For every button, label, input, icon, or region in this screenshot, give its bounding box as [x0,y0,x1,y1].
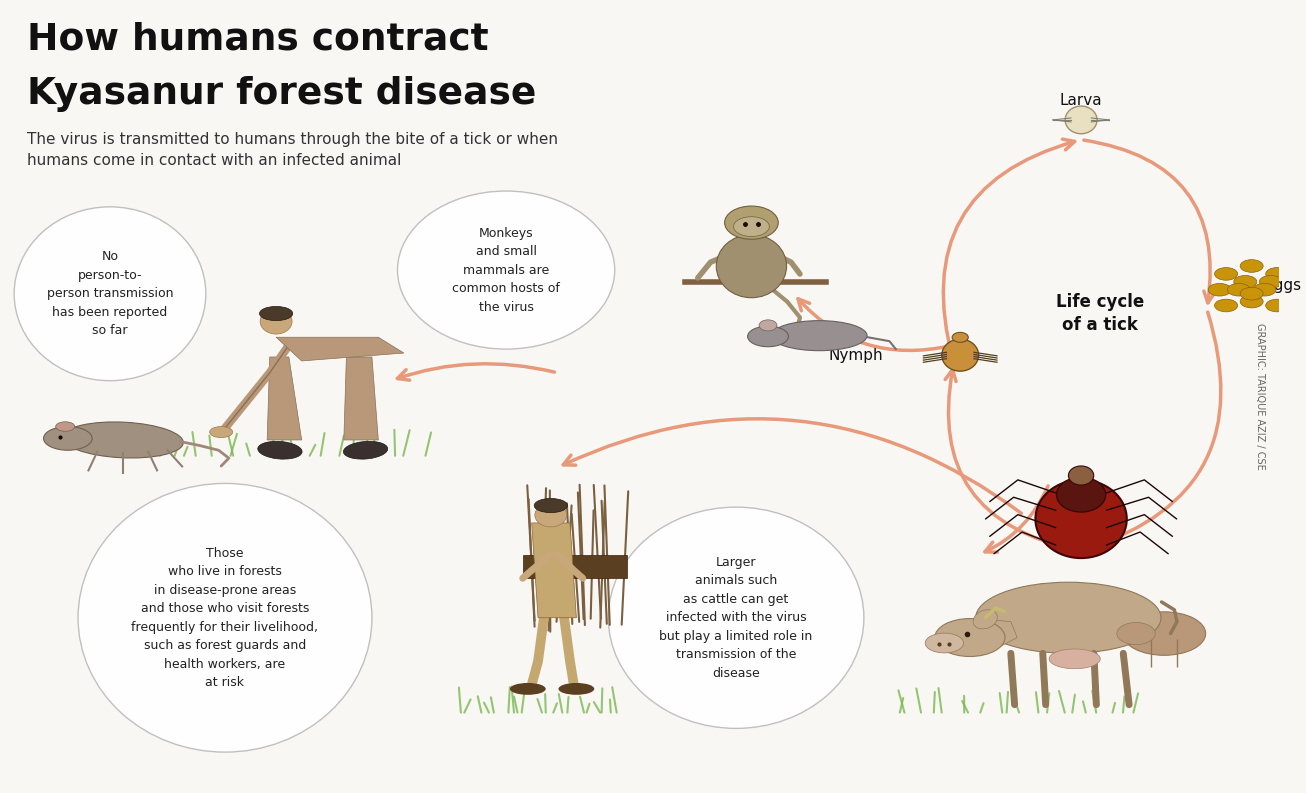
Polygon shape [276,337,404,361]
Ellipse shape [210,427,232,438]
Ellipse shape [1208,283,1232,296]
Ellipse shape [1066,106,1097,134]
Ellipse shape [1266,299,1289,312]
Text: How humans contract: How humans contract [27,21,488,57]
Polygon shape [987,619,1017,651]
Ellipse shape [925,633,964,653]
Ellipse shape [1241,287,1263,300]
Ellipse shape [78,484,372,752]
Ellipse shape [952,332,968,343]
Text: Life cycle
of a tick: Life cycle of a tick [1057,293,1144,335]
Ellipse shape [1266,267,1289,280]
Ellipse shape [397,191,615,349]
Text: Larva: Larva [1059,93,1102,108]
Text: GRAPHIC: TARIQUE AZIZ / CSE: GRAPHIC: TARIQUE AZIZ / CSE [1255,323,1266,470]
Polygon shape [532,523,576,618]
Ellipse shape [56,422,74,431]
Ellipse shape [63,422,183,458]
Ellipse shape [772,320,867,351]
Text: Larger
animals such
as cattle can get
infected with the virus
but play a limited: Larger animals such as cattle can get in… [660,556,812,680]
Text: Those
who live in forests
in disease-prone areas
and those who visit forests
fre: Those who live in forests in disease-pro… [132,546,319,689]
Ellipse shape [1259,275,1282,288]
Ellipse shape [43,427,93,450]
Ellipse shape [942,339,978,371]
Ellipse shape [343,442,388,459]
Polygon shape [268,357,302,440]
Ellipse shape [1215,299,1238,312]
Ellipse shape [535,504,567,527]
Ellipse shape [973,610,998,629]
Text: Eggs: Eggs [1264,278,1302,293]
Ellipse shape [14,207,206,381]
Ellipse shape [1057,477,1106,512]
Ellipse shape [257,442,302,459]
Ellipse shape [609,508,863,729]
Ellipse shape [759,320,777,331]
Ellipse shape [734,216,769,236]
Text: The virus is transmitted to humans through the bite of a tick or when
humans com: The virus is transmitted to humans throu… [27,132,558,168]
Ellipse shape [1068,466,1093,485]
Text: Nymph: Nymph [829,347,884,362]
Ellipse shape [1228,283,1250,296]
Ellipse shape [1215,267,1238,280]
Ellipse shape [1241,259,1263,272]
Ellipse shape [1036,480,1127,558]
Ellipse shape [559,683,594,695]
Polygon shape [522,554,627,578]
Text: Monkeys
and small
mammals are
common hosts of
the virus: Monkeys and small mammals are common hos… [452,227,560,313]
Ellipse shape [509,683,546,695]
Ellipse shape [747,326,789,347]
Ellipse shape [1117,623,1156,645]
Ellipse shape [1123,612,1205,655]
Ellipse shape [1241,295,1263,308]
Ellipse shape [935,619,1006,657]
Text: Adult: Adult [1036,586,1075,601]
Ellipse shape [1252,283,1276,296]
Ellipse shape [260,306,293,320]
Polygon shape [343,357,379,440]
Ellipse shape [1234,275,1256,288]
Ellipse shape [1049,649,1100,668]
Ellipse shape [976,582,1161,653]
Ellipse shape [716,235,786,297]
Text: No
person-to-
person transmission
has been reported
so far: No person-to- person transmission has be… [47,251,174,337]
Ellipse shape [534,499,567,512]
Ellipse shape [260,308,293,334]
Ellipse shape [725,206,778,239]
Text: Kyasanur forest disease: Kyasanur forest disease [27,76,537,113]
